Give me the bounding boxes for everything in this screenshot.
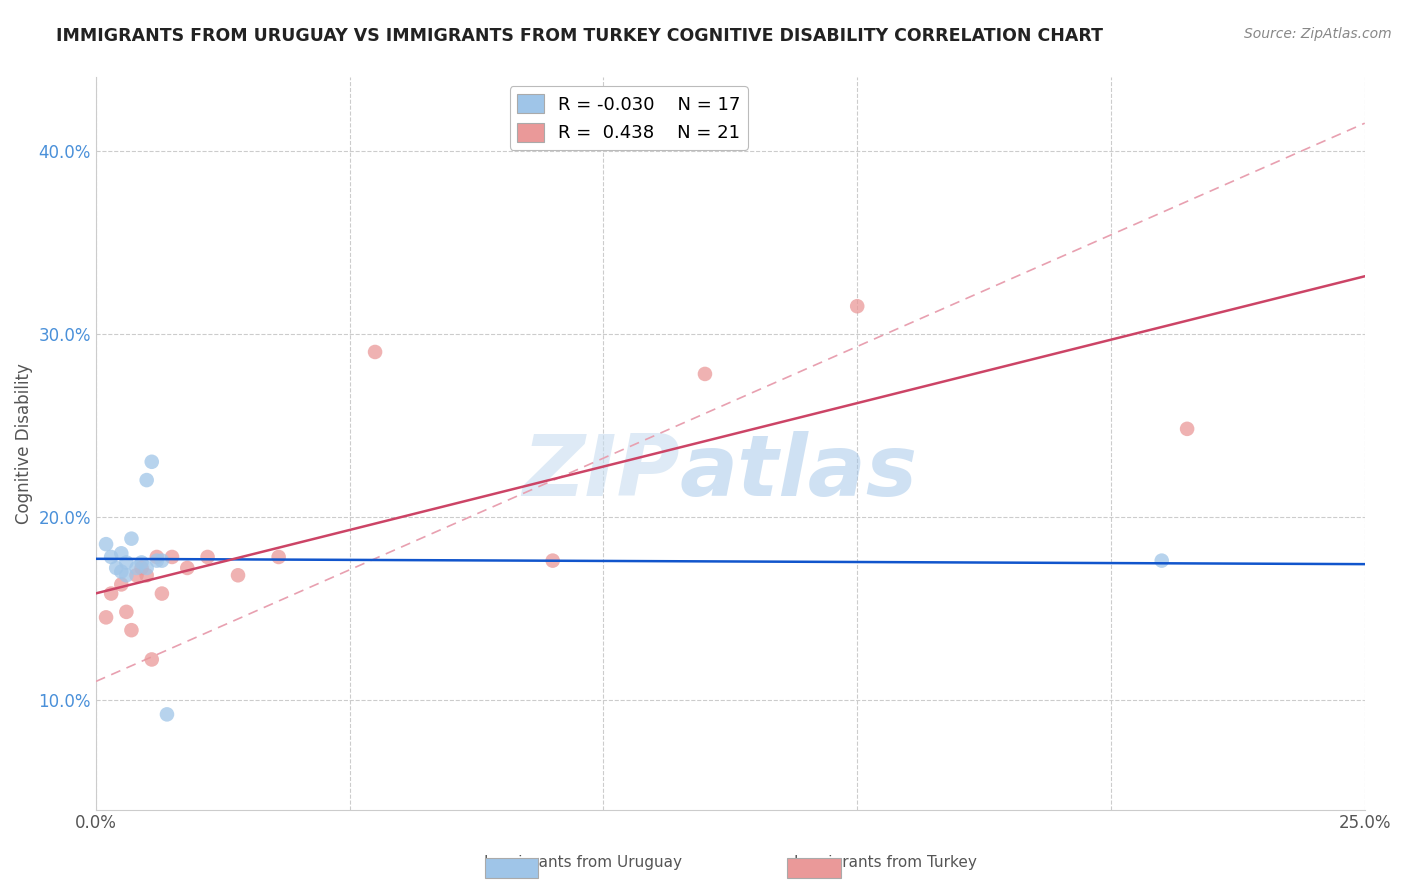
Point: [125, 561, 148, 575]
Point: [1175, 422, 1198, 436]
Point: [110, 565, 132, 579]
Point: [110, 577, 132, 591]
Point: [94, 610, 117, 624]
Point: [135, 473, 157, 487]
Point: [135, 568, 157, 582]
Point: [100, 586, 122, 600]
Point: [115, 556, 138, 570]
Point: [146, 549, 169, 564]
Text: Immigrants from Turkey: Immigrants from Turkey: [794, 855, 977, 870]
Point: [150, 554, 173, 568]
Point: [1150, 554, 1173, 568]
Point: [125, 568, 148, 582]
Point: [846, 299, 869, 313]
Text: Immigrants from Uruguay: Immigrants from Uruguay: [485, 855, 682, 870]
Point: [110, 546, 132, 560]
Point: [197, 549, 219, 564]
Point: [105, 561, 128, 575]
Point: [150, 586, 173, 600]
Point: [364, 345, 387, 359]
Point: [160, 549, 183, 564]
Point: [267, 549, 290, 564]
Point: [176, 561, 198, 575]
Text: atlas: atlas: [679, 431, 918, 515]
Point: [120, 623, 142, 637]
Point: [141, 652, 163, 666]
Text: IMMIGRANTS FROM URUGUAY VS IMMIGRANTS FROM TURKEY COGNITIVE DISABILITY CORRELATI: IMMIGRANTS FROM URUGUAY VS IMMIGRANTS FR…: [56, 27, 1104, 45]
Point: [100, 549, 122, 564]
Point: [141, 455, 163, 469]
Point: [131, 561, 153, 575]
Point: [693, 367, 716, 381]
Text: ZIP: ZIP: [522, 431, 679, 515]
Point: [131, 556, 153, 570]
Point: [135, 561, 157, 575]
Y-axis label: Cognitive Disability: Cognitive Disability: [15, 363, 32, 524]
Point: [94, 537, 117, 551]
Text: Source: ZipAtlas.com: Source: ZipAtlas.com: [1244, 27, 1392, 41]
Point: [115, 568, 138, 582]
Point: [120, 532, 142, 546]
Point: [226, 568, 249, 582]
Point: [115, 605, 138, 619]
Point: [146, 554, 169, 568]
Legend: R = -0.030    N = 17, R =  0.438    N = 21: R = -0.030 N = 17, R = 0.438 N = 21: [509, 87, 748, 150]
Point: [156, 707, 179, 722]
Point: [541, 554, 564, 568]
